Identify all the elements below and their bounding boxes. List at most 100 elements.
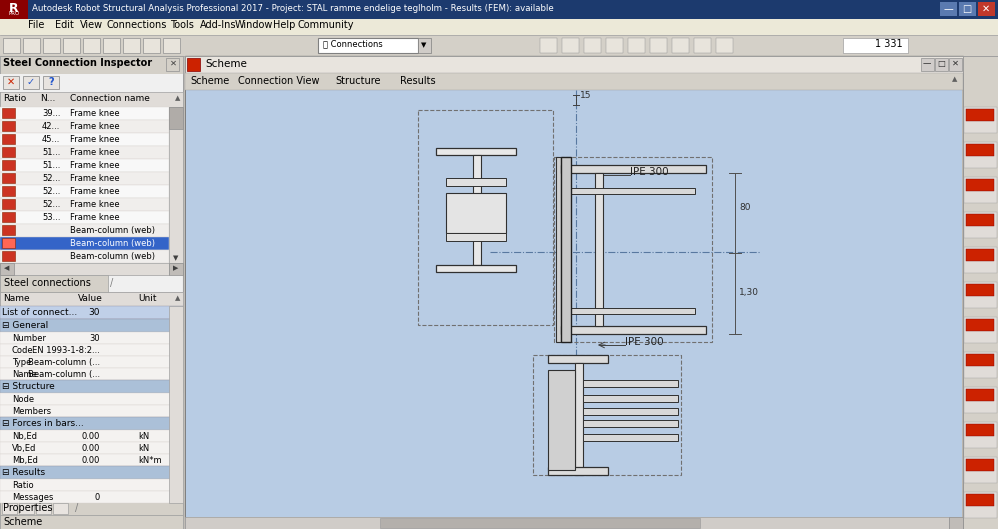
Bar xyxy=(0,319,183,332)
Text: Number: Number xyxy=(12,334,46,343)
Bar xyxy=(606,38,623,53)
Text: Help: Help xyxy=(273,20,295,30)
Bar xyxy=(0,0,28,19)
Bar xyxy=(966,354,994,366)
Bar xyxy=(575,363,583,475)
Text: Frame knee: Frame knee xyxy=(70,213,120,222)
Text: Nb,Ed: Nb,Ed xyxy=(12,432,37,441)
Bar xyxy=(0,250,169,263)
Text: ⊟ General: ⊟ General xyxy=(2,321,48,330)
Bar xyxy=(0,306,183,319)
Bar xyxy=(185,56,963,529)
Bar xyxy=(0,120,169,133)
Bar xyxy=(2,173,15,183)
Bar xyxy=(0,211,169,224)
Text: EN 1993-1-8:2...: EN 1993-1-8:2... xyxy=(32,346,100,355)
Bar xyxy=(940,2,957,16)
Bar xyxy=(548,467,608,475)
Bar xyxy=(964,142,997,168)
Bar xyxy=(0,454,183,466)
Bar xyxy=(0,185,169,198)
Text: 0.00: 0.00 xyxy=(82,432,100,441)
Text: Tools: Tools xyxy=(170,20,194,30)
Bar xyxy=(43,38,60,53)
Bar xyxy=(561,157,571,342)
Text: 1 331: 1 331 xyxy=(875,39,903,49)
Bar xyxy=(2,121,15,131)
Bar xyxy=(966,284,994,296)
Bar xyxy=(978,2,995,16)
Text: Community: Community xyxy=(298,20,354,30)
Bar xyxy=(964,317,997,343)
Bar xyxy=(595,173,603,326)
Bar xyxy=(0,19,998,35)
Text: 42...: 42... xyxy=(42,122,60,131)
Bar xyxy=(0,133,169,146)
Text: R: R xyxy=(9,2,19,15)
Text: Vb,Ed: Vb,Ed xyxy=(12,444,36,453)
Text: ▲: ▲ xyxy=(175,295,180,301)
Text: —: — xyxy=(943,4,953,14)
Bar xyxy=(0,172,169,185)
Text: Add-Ins: Add-Ins xyxy=(200,20,237,30)
Bar xyxy=(2,251,15,261)
Text: 52...: 52... xyxy=(42,187,60,196)
Text: 53...: 53... xyxy=(42,213,61,222)
Text: ✕: ✕ xyxy=(951,59,958,68)
Text: Scheme: Scheme xyxy=(205,59,247,69)
Bar xyxy=(0,56,183,529)
Text: 80: 80 xyxy=(739,204,750,213)
Text: ✕: ✕ xyxy=(7,77,15,87)
Bar xyxy=(418,110,553,325)
Text: Unit: Unit xyxy=(138,294,157,303)
Bar xyxy=(0,442,183,454)
Bar xyxy=(63,38,80,53)
Bar xyxy=(0,515,183,529)
Bar xyxy=(562,38,579,53)
Text: ◀: ◀ xyxy=(4,265,10,271)
Text: ✓: ✓ xyxy=(27,77,35,87)
Text: kN*m: kN*m xyxy=(138,456,162,465)
Bar xyxy=(583,420,678,427)
Bar xyxy=(186,90,962,517)
Text: Frame knee: Frame knee xyxy=(70,122,120,131)
Text: PRO: PRO xyxy=(8,11,20,16)
Bar xyxy=(23,38,40,53)
Text: Frame knee: Frame knee xyxy=(70,135,120,144)
Bar xyxy=(0,263,14,275)
Bar xyxy=(169,107,183,129)
Bar xyxy=(964,212,997,238)
Text: Code: Code xyxy=(12,346,34,355)
Bar xyxy=(964,247,997,273)
Text: Beam-column (...: Beam-column (... xyxy=(28,358,100,367)
Bar xyxy=(0,491,183,503)
Bar xyxy=(716,38,733,53)
Bar xyxy=(0,146,169,159)
Bar xyxy=(935,58,948,71)
Bar xyxy=(0,237,169,250)
Bar xyxy=(540,38,557,53)
Bar xyxy=(436,148,516,155)
Text: Beam-column (web): Beam-column (web) xyxy=(70,239,155,248)
Bar xyxy=(83,38,100,53)
Bar xyxy=(584,38,601,53)
Text: Node: Node xyxy=(12,395,34,404)
Bar xyxy=(0,56,183,529)
Text: Connections: Connections xyxy=(107,20,168,30)
Bar xyxy=(2,160,15,170)
Bar xyxy=(2,238,15,248)
Bar xyxy=(949,58,962,71)
Bar xyxy=(966,214,994,226)
Bar xyxy=(123,38,140,53)
Bar xyxy=(473,155,481,265)
Bar xyxy=(2,199,15,209)
Bar xyxy=(966,494,994,506)
Text: Frame knee: Frame knee xyxy=(70,200,120,209)
Text: ▲: ▲ xyxy=(952,76,957,82)
Text: Ratio: Ratio xyxy=(12,481,34,490)
Bar xyxy=(921,58,934,71)
Text: ▼: ▼ xyxy=(174,255,179,261)
Text: Properties: Properties xyxy=(3,503,53,513)
Bar xyxy=(964,282,997,308)
Text: N...: N... xyxy=(40,94,55,103)
